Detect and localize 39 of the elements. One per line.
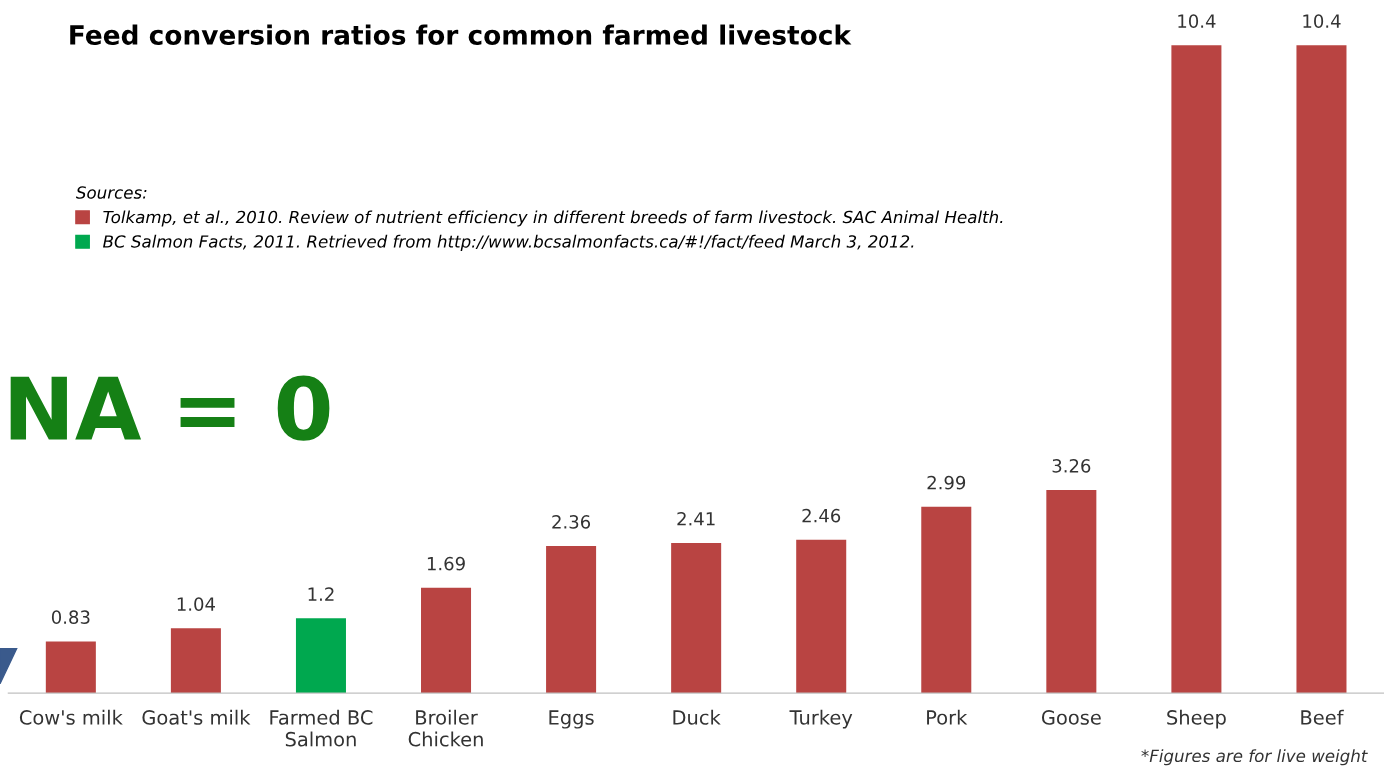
legend-label: Tolkamp, et al., 2010. Review of nutrient efficiency in different breeds of farm livestock. SAC Animal Health.: [103, 210, 1003, 227]
chart-title: Feed conversion ratios for common farmed livestock: [70, 24, 852, 45]
x-tick-label: Beef: [1301, 709, 1344, 725]
x-tick-label: Eggs: [549, 710, 594, 729]
x-tick-label: Duck: [673, 709, 721, 725]
legend-title: Sources:: [75, 186, 147, 199]
data-label: 2.99: [927, 475, 966, 490]
legend-label: BC Salmon Facts, 2011. Retrieved from http://www.bcsalmonfacts.ca/#!/fact/feed March 3, 2012.: [103, 234, 914, 251]
bar: [671, 542, 722, 694]
bar: [921, 506, 972, 694]
data-label: 1.2: [308, 587, 334, 601]
bar: [1296, 45, 1347, 694]
x-tick-label: Goat's milk: [142, 709, 251, 725]
bar: [796, 539, 847, 694]
x-tick-label: Sheep: [1167, 709, 1226, 729]
x-tick-label: Goose: [1041, 710, 1101, 725]
data-label: 2.46: [802, 508, 841, 523]
annotation: NA = 0: [10, 375, 330, 441]
bar: [1046, 490, 1097, 694]
x-tick-label: Turkey: [789, 709, 853, 729]
bar: [421, 587, 472, 694]
data-label: 3.26: [1052, 459, 1091, 473]
bar: [45, 641, 96, 694]
data-label: 2.36: [552, 515, 591, 529]
bar: [295, 618, 346, 694]
data-label: 1.04: [177, 597, 215, 611]
text: *Figures are for live weight: [1141, 749, 1368, 766]
x-tick-label: Pork: [927, 709, 968, 725]
data-label: 10.4: [1303, 14, 1341, 28]
x-tick-label: Cow's milk: [19, 709, 123, 725]
data-label: 2.41: [677, 511, 715, 526]
bar: [170, 628, 221, 694]
x-tick-label: Broiler Chicken: [408, 709, 483, 747]
bar: [546, 546, 597, 694]
data-label: 0.83: [51, 610, 90, 624]
bar: [1171, 45, 1222, 694]
data-label: 1.69: [427, 556, 465, 571]
x-tick-label: Farmed BC Salmon: [270, 709, 373, 747]
data-label: 10.4: [1178, 14, 1216, 28]
